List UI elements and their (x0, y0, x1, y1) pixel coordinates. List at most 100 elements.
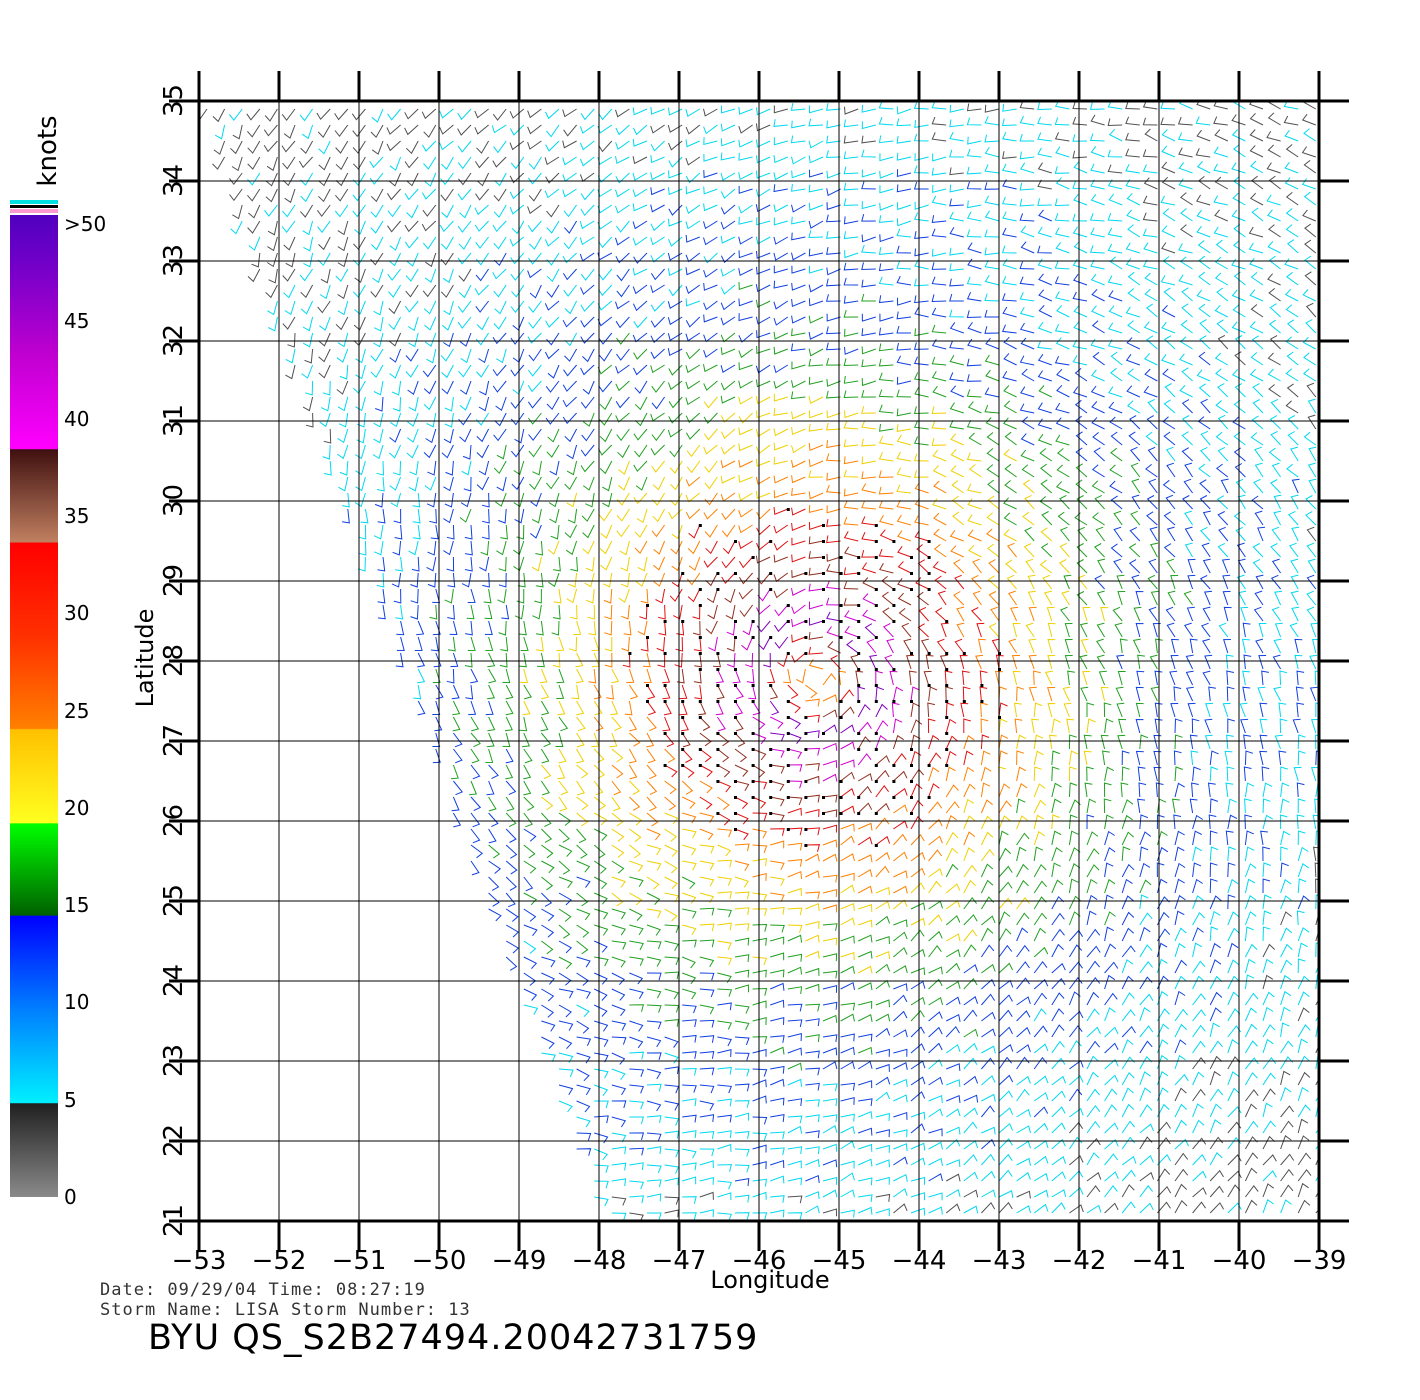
wind-barb (1224, 750, 1233, 766)
wind-barb (616, 268, 630, 282)
wind-barb (1037, 116, 1052, 126)
wind-barb (317, 220, 331, 234)
wind-barb (1139, 976, 1153, 990)
wind-barb (453, 780, 464, 796)
wind-barb (405, 364, 419, 378)
wind-barb (1214, 256, 1229, 270)
wind-barb (539, 668, 548, 684)
wind-barb (945, 1025, 960, 1038)
wind-barb (1139, 846, 1149, 862)
wind-barb (703, 428, 718, 441)
wind-barb (840, 741, 855, 750)
wind-barb (893, 1203, 908, 1214)
wind-barb (755, 236, 771, 245)
wind-barb (642, 652, 651, 668)
wind-barb (1311, 767, 1319, 782)
wind-barb (1184, 622, 1194, 638)
wind-barb (300, 172, 314, 186)
wind-barb (699, 1019, 715, 1028)
wind-barb (755, 476, 771, 485)
wind-barb (685, 396, 701, 406)
wind-barb (474, 124, 489, 135)
wind-barb (858, 1194, 873, 1203)
wind-barb (646, 796, 657, 812)
wind-barb (734, 1036, 750, 1046)
y-tick-label: 24 (159, 963, 189, 997)
wind-barb (931, 307, 947, 318)
wind-barb (1150, 686, 1159, 702)
wind-barb (1258, 655, 1267, 670)
wind-barb (1314, 862, 1319, 878)
wind-barb (1267, 101, 1281, 110)
wind-barb (914, 153, 929, 162)
wind-barb (549, 460, 560, 476)
wind-barb (990, 606, 1000, 622)
wind-barb (950, 465, 965, 478)
barb-rain-flag (751, 764, 755, 767)
wind-barb (808, 230, 824, 239)
wind-barb (1209, 1007, 1222, 1022)
wind-barb (875, 886, 891, 895)
wind-barb (1097, 558, 1106, 574)
wind-barb (1135, 590, 1144, 606)
wind-barb (611, 1116, 627, 1128)
wind-barb (1174, 1119, 1188, 1134)
wind-barb (699, 844, 715, 854)
wind-barb (664, 971, 680, 980)
wind-barb (826, 505, 841, 514)
wind-barb (664, 940, 679, 951)
wind-barb (1086, 1055, 1099, 1070)
wind-barb (1003, 512, 1017, 526)
wind-barb (505, 700, 514, 716)
wind-barb (553, 556, 561, 572)
wind-barb (1068, 830, 1079, 846)
wind-barb (621, 604, 630, 620)
wind-barb (510, 412, 525, 426)
wind-barb (1214, 304, 1229, 318)
wind-barb (355, 460, 366, 476)
wind-barb (475, 300, 489, 313)
wind-barb (544, 108, 560, 120)
wind-barb (1033, 799, 1047, 814)
wind-barb (1131, 478, 1141, 494)
wind-barb (464, 556, 473, 572)
wind-barb (1002, 306, 1017, 318)
wind-barb (1284, 288, 1299, 302)
wind-barb (342, 508, 350, 524)
wind-barb (342, 492, 350, 508)
wind-barb (628, 764, 638, 780)
wind-barb (720, 172, 736, 181)
barb-rain-flag (716, 748, 720, 751)
wind-barb (1266, 162, 1281, 174)
barb-rain-flag (681, 732, 685, 735)
wind-barb (564, 300, 578, 315)
wind-barb (1108, 193, 1123, 206)
wind-barb (1138, 782, 1147, 798)
wind-barb (1233, 447, 1246, 462)
wind-barb (945, 750, 957, 766)
wind-barb (615, 108, 630, 118)
wind-barb (738, 524, 753, 534)
wind-barb (594, 1084, 609, 1096)
wind-barb (1090, 194, 1105, 206)
wind-barb (1093, 543, 1105, 558)
colorbar-label: 30 (64, 601, 90, 626)
wind-barb (984, 104, 1000, 113)
wind-barb (734, 1004, 750, 1014)
wind-barb (698, 700, 707, 716)
wind-barb (459, 332, 472, 347)
wind-barb (1278, 750, 1287, 766)
wind-barb (486, 780, 495, 796)
wind-barb (432, 748, 441, 764)
wind-barb (963, 1075, 979, 1086)
wind-barb (1137, 798, 1146, 814)
wind-barb (1016, 815, 1028, 830)
wind-barb (440, 172, 454, 186)
wind-barb (465, 540, 473, 556)
wind-barb (857, 1158, 873, 1167)
wind-barb (1285, 304, 1299, 318)
wind-barb (488, 908, 502, 922)
wind-barb (1262, 1170, 1277, 1182)
wind-barb (1139, 1071, 1151, 1086)
wind-barb (303, 236, 314, 252)
